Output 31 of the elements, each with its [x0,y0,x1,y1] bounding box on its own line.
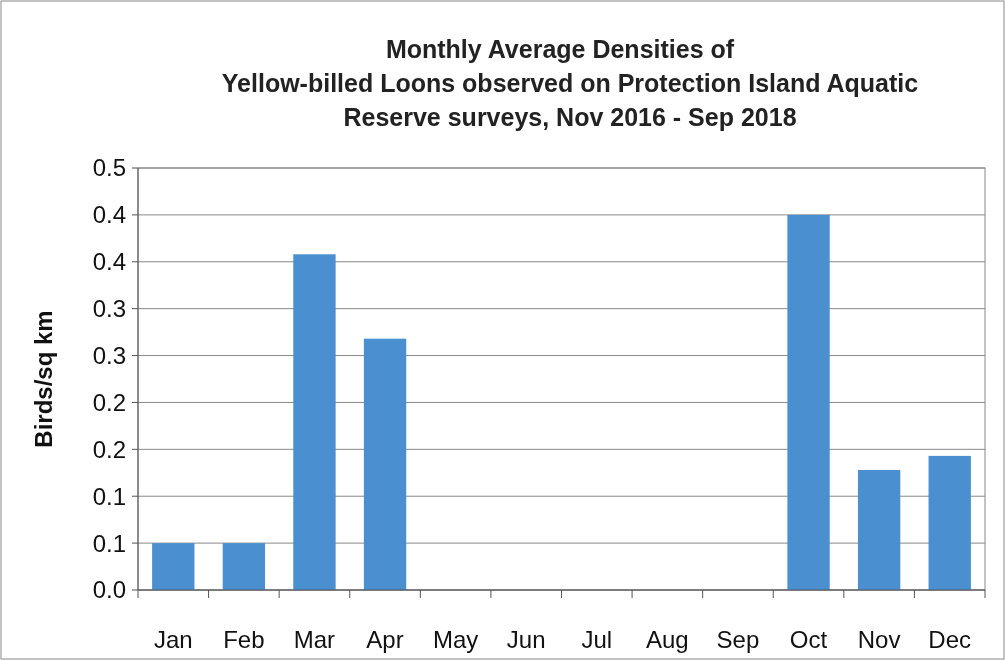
x-tick-label: Apr [366,626,404,653]
y-tick-label: 0.2 [92,435,126,463]
bar [928,455,971,590]
x-tick-label: Oct [789,626,828,653]
x-tick-label: Nov [857,626,901,653]
y-tick-label: 0.5 [92,154,126,182]
y-axis-title: Birds/sq km [30,310,57,448]
chart-title: Monthly Average Densities of Yellow-billed Loons observed on Protection Island Aquatic Reserve surveys, Nov 2016 - Sep 2018 [221,35,919,131]
x-tick-label: Mar [293,626,336,653]
x-tick-label: Dec [928,626,972,653]
x-tick-label: Jun [506,626,546,653]
x-tick-label: Jan [153,626,193,653]
y-tick-label: 0.0 [92,576,126,604]
bar [222,543,266,590]
y-tick-label: 0.1 [92,529,126,557]
x-tick-label: Aug [646,626,689,653]
bar [152,543,195,590]
bar [293,254,336,590]
y-tick-label: 0.3 [92,295,126,323]
x-tick-label: Sep [716,626,760,653]
y-tick-label: 0.4 [92,248,126,276]
y-tick-label: 0.4 [92,201,126,229]
y-tick-label: 0.2 [92,388,126,416]
bar [857,469,901,590]
bar [787,214,830,590]
y-tick-label: 0.1 [92,482,126,510]
x-tick-label: Feb [223,626,265,653]
y-tick-label: 0.3 [92,341,126,369]
bar [363,338,407,590]
x-tick-label: Jul [581,626,613,653]
x-tick-label: May [432,626,479,653]
